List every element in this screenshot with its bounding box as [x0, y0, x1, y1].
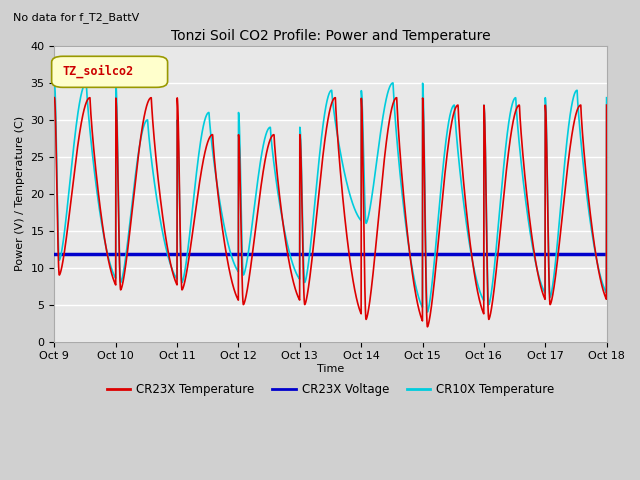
- Y-axis label: Power (V) / Temperature (C): Power (V) / Temperature (C): [15, 116, 25, 271]
- Legend: CR23X Temperature, CR23X Voltage, CR10X Temperature: CR23X Temperature, CR23X Voltage, CR10X …: [102, 378, 559, 401]
- X-axis label: Time: Time: [317, 364, 344, 374]
- Title: Tonzi Soil CO2 Profile: Power and Temperature: Tonzi Soil CO2 Profile: Power and Temper…: [171, 29, 490, 43]
- FancyBboxPatch shape: [52, 56, 168, 87]
- Text: No data for f_T2_BattV: No data for f_T2_BattV: [13, 12, 139, 23]
- Text: TZ_soilco2: TZ_soilco2: [63, 65, 134, 78]
